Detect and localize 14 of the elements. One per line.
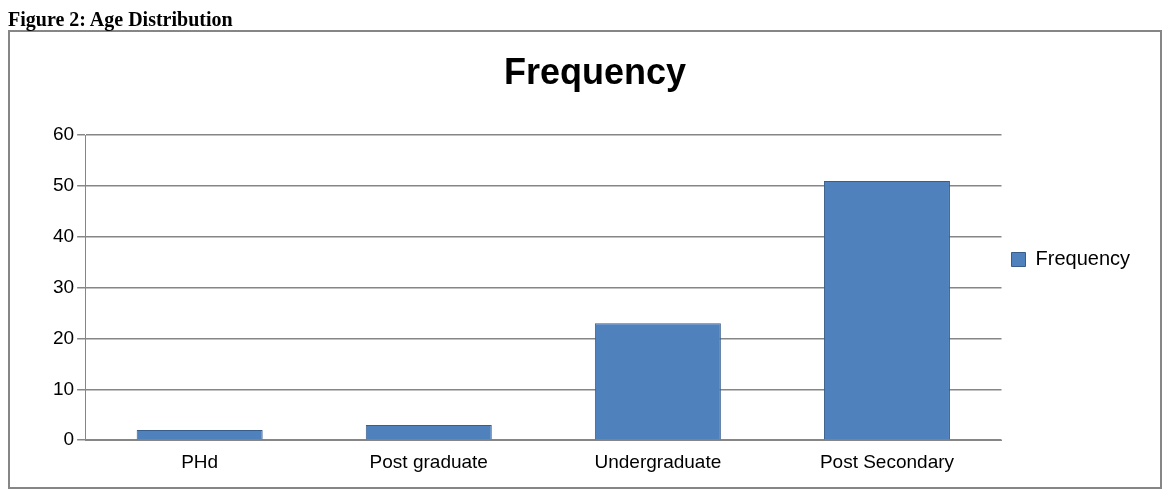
y-tick-label: 40 [52, 225, 75, 247]
y-tick-label: 20 [52, 326, 75, 348]
x-tick-label: Undergraduate [594, 450, 722, 472]
y-tick-label: 0 [63, 428, 75, 450]
x-tick-label: Post Secondary [819, 450, 955, 472]
y-tick-label: 60 [52, 123, 75, 145]
caption: Figure 2: Age Distribution [8, 8, 234, 30]
x-tick-label: PHd [181, 450, 219, 472]
x-tick-label: Post graduate [369, 450, 488, 472]
chart-title: Frequency [503, 50, 687, 92]
y-tick-label: 50 [52, 174, 75, 196]
legend-label: Frequency [1035, 247, 1131, 270]
y-tick-label: 30 [52, 275, 75, 297]
y-tick-label: 10 [52, 377, 75, 399]
